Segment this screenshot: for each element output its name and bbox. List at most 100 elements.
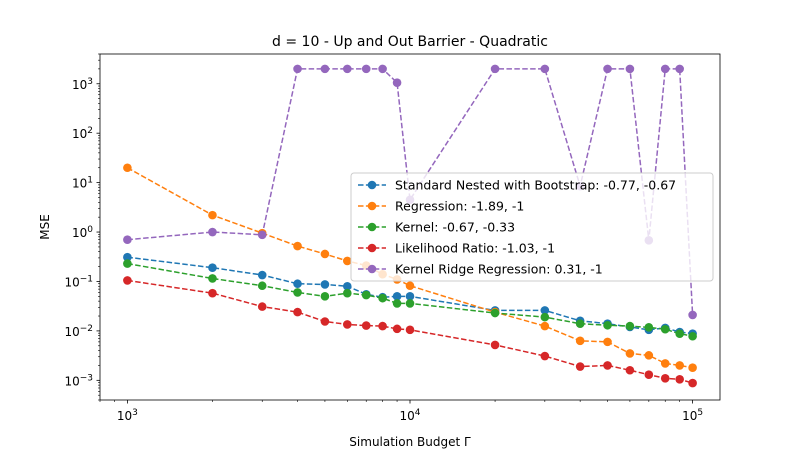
data-point-2-9 <box>405 299 415 308</box>
legend-marker-0 <box>367 180 377 190</box>
x-tick-exponent: 5 <box>697 408 703 418</box>
data-point-4-14 <box>625 64 635 74</box>
legend-box <box>350 172 714 282</box>
y-tick-base: 10 <box>72 78 87 92</box>
data-point-0-0 <box>123 252 132 262</box>
data-point-3-4 <box>320 317 330 326</box>
y-tick-base: 10 <box>72 177 87 191</box>
data-point-3-3 <box>293 307 302 317</box>
legend-label-1: Regression: -1.89, -1 <box>395 199 524 214</box>
data-point-3-13 <box>603 361 612 370</box>
x-tick-base: 10 <box>399 409 414 423</box>
data-point-4-7 <box>378 64 387 74</box>
data-point-3-7 <box>378 321 387 331</box>
legend-marker-1 <box>367 201 377 211</box>
data-point-1-0 <box>123 163 132 173</box>
data-point-1-14 <box>625 349 635 358</box>
x-tick-exponent: 3 <box>132 408 138 418</box>
data-point-3-15 <box>644 370 654 380</box>
data-point-1-4 <box>320 249 330 259</box>
x-tick-label: 104 <box>399 408 420 423</box>
data-point-2-1 <box>208 274 217 283</box>
data-point-2-13 <box>603 320 612 330</box>
data-point-4-11 <box>540 64 550 74</box>
data-point-1-9 <box>405 281 415 291</box>
data-point-4-17 <box>675 64 684 74</box>
data-point-2-2 <box>257 281 267 291</box>
data-point-4-2 <box>257 230 267 240</box>
y-tick-base: 10 <box>72 127 87 141</box>
y-tick-exponent: −1 <box>80 274 93 284</box>
data-point-4-1 <box>208 227 217 237</box>
data-point-3-11 <box>540 351 550 361</box>
data-point-0-5 <box>343 281 352 291</box>
data-point-3-10 <box>490 340 500 350</box>
data-point-3-18 <box>688 378 697 388</box>
data-point-2-3 <box>293 288 302 297</box>
legend-marker-4 <box>367 264 377 274</box>
data-point-4-13 <box>603 64 612 74</box>
y-tick-exponent: 3 <box>87 77 93 87</box>
data-point-4-0 <box>123 235 132 244</box>
data-point-1-15 <box>644 351 654 360</box>
x-tick-label: 103 <box>117 408 138 423</box>
data-point-1-13 <box>603 337 612 347</box>
legend: Standard Nested with Bootstrap: -0.77, -… <box>350 172 714 282</box>
x-axis-ticks: 103 104 10 5 <box>99 400 703 423</box>
data-point-0-1 <box>208 263 217 272</box>
data-point-2-10 <box>490 308 500 318</box>
data-point-0-9 <box>405 292 415 301</box>
data-point-4-10 <box>490 64 500 74</box>
data-point-0-8 <box>392 292 402 301</box>
y-tick-exponent: 2 <box>87 126 93 136</box>
data-point-2-6 <box>361 290 371 300</box>
data-point-3-17 <box>675 374 684 384</box>
legend-marker-2 <box>367 222 377 232</box>
data-point-4-6 <box>361 64 371 74</box>
data-point-3-6 <box>361 321 371 330</box>
data-point-4-16 <box>660 64 670 74</box>
y-axis-title: MSE <box>38 214 52 240</box>
y-tick-label: 10−1 <box>64 274 93 289</box>
data-point-0-3 <box>293 279 302 289</box>
data-point-2-0 <box>123 259 132 268</box>
data-point-1-12 <box>575 336 585 346</box>
data-point-3-14 <box>625 365 635 375</box>
data-point-2-17 <box>675 329 684 338</box>
y-tick-exponent: 0 <box>87 225 93 235</box>
data-point-2-7 <box>378 293 387 303</box>
chart-title: d = 10 - Up and Out Barrier - Quadratic <box>272 34 548 50</box>
data-point-1-16 <box>660 359 670 368</box>
data-point-3-5 <box>343 320 352 329</box>
data-point-3-0 <box>123 276 132 285</box>
legend-label-4: Kernel Ridge Regression: 0.31, -1 <box>395 262 603 277</box>
y-tick-label: 10−3 <box>64 373 93 388</box>
y-tick-label: 10−2 <box>64 324 93 339</box>
y-tick-label: 101 <box>72 176 93 191</box>
legend-label-3: Likelihood Ratio: -1.03, -1 <box>395 241 555 256</box>
legend-label-2: Kernel: -0.67, -0.33 <box>395 220 515 235</box>
data-point-0-4 <box>320 280 330 289</box>
data-point-4-4 <box>320 64 330 74</box>
data-point-3-9 <box>405 325 415 335</box>
y-tick-label: 103 <box>72 77 93 92</box>
y-tick-label: 100 <box>72 225 93 240</box>
y-tick-exponent: −3 <box>80 373 93 383</box>
data-point-1-3 <box>293 241 302 251</box>
data-point-4-18 <box>688 310 697 320</box>
data-point-2-11 <box>540 312 550 322</box>
legend-marker-3 <box>367 243 377 253</box>
data-point-2-8 <box>392 299 402 308</box>
data-point-0-11 <box>540 306 550 315</box>
y-tick-exponent: 1 <box>87 176 93 186</box>
data-point-2-14 <box>625 321 635 331</box>
data-point-2-4 <box>320 292 330 301</box>
legend-label-0: Standard Nested with Bootstrap: -0.77, -… <box>395 178 676 193</box>
y-tick-base: 10 <box>64 374 79 388</box>
data-point-1-5 <box>343 256 352 266</box>
data-point-2-5 <box>343 288 352 298</box>
y-tick-base: 10 <box>64 325 79 339</box>
y-tick-exponent: −2 <box>80 324 93 334</box>
